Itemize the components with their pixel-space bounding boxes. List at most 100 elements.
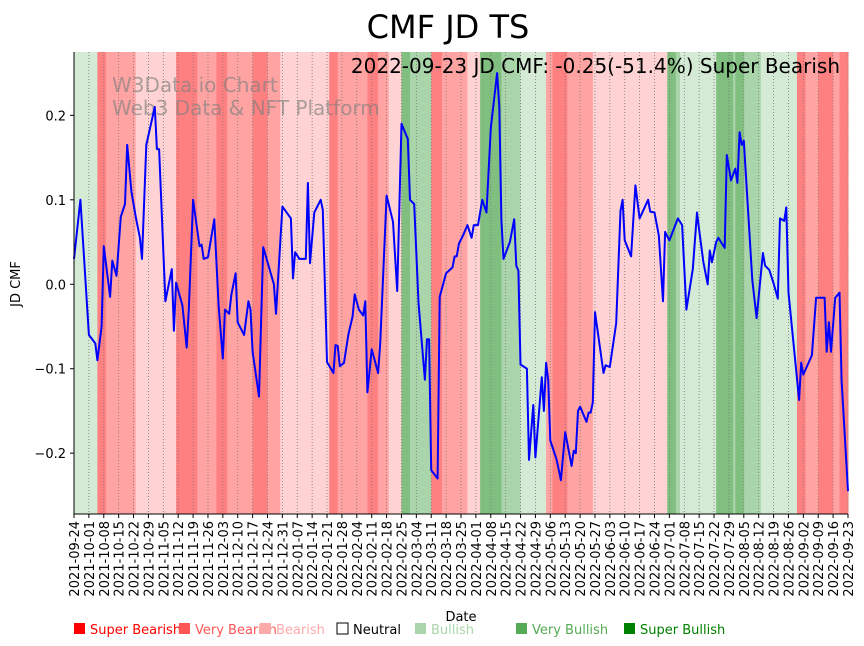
legend-label-super-bearish: Super Bearish	[90, 623, 181, 638]
x-tick-label: 2022-03-25	[455, 521, 470, 597]
x-tick-label: 2022-03-04	[410, 521, 425, 597]
band-bearish	[388, 52, 402, 514]
x-tick-label: 2021-12-31	[276, 521, 291, 597]
x-tick-label: 2022-05-27	[589, 521, 604, 597]
x-gridlines	[73, 52, 849, 514]
legend-swatch-neutral	[336, 622, 349, 635]
x-tick-label: 2022-07-22	[708, 521, 723, 597]
legend-swatch-bearish	[260, 623, 271, 634]
y-tick-label: 0.1	[45, 194, 66, 209]
x-tick-label: 2021-12-17	[247, 521, 262, 597]
x-tick-label: 2022-07-01	[663, 521, 678, 597]
x-tick-label: 2022-08-19	[768, 521, 783, 597]
band-super-bearish	[176, 52, 198, 514]
band-bearish	[467, 52, 481, 514]
axes: 2021-09-24 2021-10-01 2021-10-08 2021-10-15…	[34, 52, 857, 597]
x-tick-label: 2022-03-11	[425, 521, 440, 597]
legend-swatch-very-bullish	[516, 623, 527, 634]
x-axis-label: Date	[445, 610, 476, 625]
band-super-bullish	[716, 52, 734, 514]
x-tick-label: 2022-06-17	[634, 521, 649, 597]
x-tick-label: 2021-10-08	[98, 521, 113, 597]
legend-swatch-very-bearish	[179, 623, 190, 634]
watermark-line-1: W3Data.io Chart	[112, 73, 278, 97]
band-super-bearish	[839, 52, 849, 514]
x-tick-label: 2021-12-10	[232, 521, 247, 597]
legend-swatch-super-bearish	[74, 623, 85, 634]
band-very-bullish	[733, 52, 736, 514]
band-super-bearish	[252, 52, 268, 514]
legend-swatch-super-bullish	[624, 623, 635, 634]
legend-swatch-bullish	[415, 623, 426, 634]
x-tick-label: 2022-09-02	[797, 521, 812, 597]
x-tick-label: 2022-04-15	[500, 521, 515, 597]
x-tick-label: 2022-01-14	[306, 521, 321, 597]
x-tick-label: 2022-04-08	[485, 521, 500, 597]
band-super-bullish	[401, 52, 411, 514]
x-tick-label: 2022-01-28	[336, 521, 351, 597]
y-tick-label: 0.0	[45, 278, 66, 293]
x-tick-label: 2022-04-29	[529, 521, 544, 597]
legend-label-super-bullish: Super Bullish	[640, 623, 725, 638]
x-tick-label: 2022-01-07	[291, 521, 306, 597]
legend-label-very-bullish: Very Bullish	[532, 623, 608, 638]
y-tick-label: 0.2	[45, 109, 66, 124]
band-very-bearish	[227, 52, 254, 514]
band-very-bullish	[675, 52, 681, 514]
y-tick-label: −0.1	[34, 363, 66, 378]
y-axis-label: JD CMF	[9, 261, 24, 308]
band-very-bearish	[337, 52, 345, 514]
band-very-bearish	[546, 52, 553, 514]
x-tick-label: 2022-05-20	[574, 521, 589, 597]
band-super-bearish	[818, 52, 834, 514]
x-tick-label: 2021-10-15	[113, 521, 128, 597]
x-tick-label: 2021-10-22	[128, 521, 143, 597]
x-tick-label: 2021-11-26	[202, 521, 217, 597]
band-bullish	[520, 52, 547, 514]
x-tick-label: 2022-05-13	[559, 521, 574, 597]
band-super-bearish	[552, 52, 568, 514]
band-very-bearish	[344, 52, 368, 514]
sentiment-bands	[74, 52, 849, 514]
x-tick-label: 2021-10-01	[83, 521, 98, 597]
x-tick-label: 2021-11-05	[157, 521, 172, 597]
band-super-bullish	[735, 52, 745, 514]
x-tick-label: 2022-04-22	[515, 521, 530, 597]
x-tick-label: 2022-03-18	[440, 521, 455, 597]
band-super-bearish	[216, 52, 228, 514]
x-tick-label: 2022-09-09	[812, 521, 827, 597]
x-tick-label: 2021-12-03	[217, 521, 232, 597]
y-tick-label: −0.2	[34, 447, 66, 462]
x-tick-label: 2022-07-08	[678, 521, 693, 597]
legend-label-neutral: Neutral	[353, 623, 401, 638]
cmf-series-line	[73, 72, 849, 492]
x-tick-label: 2021-10-29	[142, 521, 157, 597]
band-very-bearish	[833, 52, 840, 514]
x-tick-label: 2022-01-21	[321, 521, 336, 597]
x-tick-label: 2022-09-16	[827, 521, 842, 597]
band-bearish	[280, 52, 330, 514]
x-tick-label: 2022-08-26	[782, 521, 797, 597]
band-very-bullish	[409, 52, 432, 514]
band-super-bearish	[367, 52, 379, 514]
x-tick-label: 2022-06-03	[604, 521, 619, 597]
chart-title: CMF JD TS	[367, 8, 530, 46]
x-tick-label: 2022-09-23	[842, 521, 857, 597]
band-super-bullish	[667, 52, 677, 514]
x-tick-label: 2022-02-18	[381, 521, 396, 597]
x-tick-label: 2022-02-11	[366, 521, 381, 597]
band-super-bearish	[796, 52, 806, 514]
x-tick-label: 2022-02-25	[395, 521, 410, 597]
legend: Super Bearish Very Bearish Bearish Neutral B…	[74, 622, 725, 638]
x-tick-label: 2022-07-15	[693, 521, 708, 597]
x-tick-label: 2022-06-24	[649, 521, 664, 597]
band-super-bearish	[431, 52, 443, 514]
legend-label-bullish: Bullish	[431, 623, 474, 638]
band-bearish	[592, 52, 668, 514]
x-tick-label: 2022-06-10	[619, 521, 634, 597]
watermark-line-2: Web3 Data & NFT Platform	[112, 96, 380, 120]
latest-value-annotation: 2022-09-23 JD CMF: -0.25(-51.4%) Super B…	[351, 54, 840, 78]
x-tick-label: 2022-08-05	[738, 521, 753, 597]
x-tick-label: 2022-05-06	[544, 521, 559, 597]
